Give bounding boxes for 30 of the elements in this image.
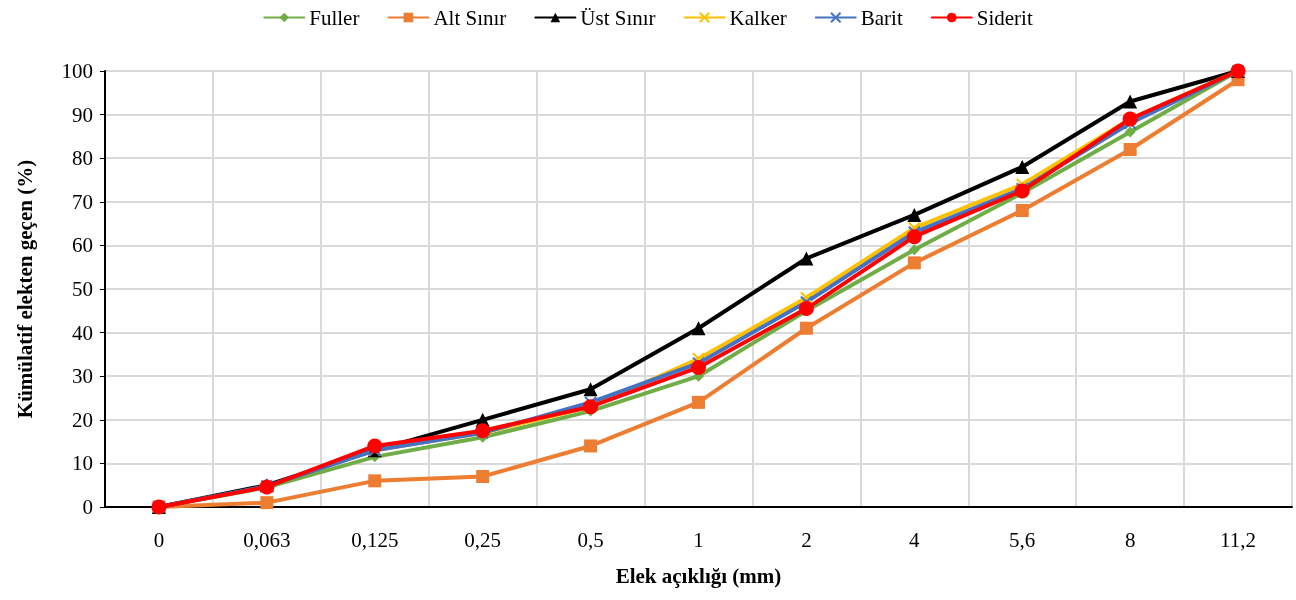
x-axis-title: Elek açıklığı (mm) [615,563,782,588]
y-tick-label: 0 [82,495,93,519]
x-tick-label: 0,063 [243,527,291,552]
legend-label: Kalker [729,5,787,30]
y-tick-label: 10 [72,451,93,476]
x-tick-label: 0,125 [351,527,399,552]
y-tick-label: 100 [61,59,93,83]
y-tick-label: 90 [72,102,93,127]
y-tick-label: 70 [72,189,93,214]
y-tick-label: 80 [72,146,93,171]
x-tick-label: 0,25 [464,527,502,552]
y-tick-label: 20 [72,407,93,432]
x-tick-label: 4 [909,527,921,552]
x-tick-label: 0,5 [577,527,604,552]
y-axis-title: Kümülatif elekten geçen (%) [12,159,37,419]
x-tick-label: 8 [1124,527,1136,552]
legend-label: Alt Sınır [433,5,507,30]
y-tick-label: 40 [72,320,93,345]
legend-label: Fuller [309,5,360,30]
x-tick-label: 11,2 [1220,527,1257,552]
legend-label: Barit [860,5,903,30]
legend-label: Üst Sınır [580,5,656,30]
y-tick-label: 60 [72,233,93,258]
x-tick-label: 2 [801,527,812,552]
y-tick-label: 30 [72,364,93,389]
legend-label: Siderit [976,5,1033,30]
x-tick-label: 1 [693,527,704,552]
x-tick-label: 5,6 [1009,527,1036,552]
x-tick-label: 0 [153,527,165,552]
y-tick-label: 50 [72,277,93,301]
